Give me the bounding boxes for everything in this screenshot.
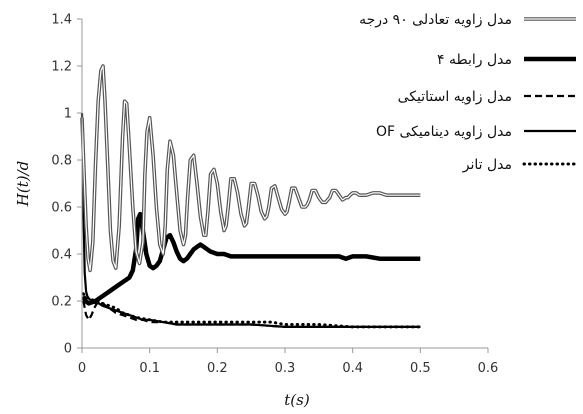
x-tick-label: 0 [78, 361, 86, 376]
y-tick-label: 1 [64, 107, 72, 122]
legend-item: مدل زاویه دینامیکی OF [376, 124, 576, 140]
axes: 0 0.2 0.4 0.6 0.8 1 1.2 1.4 0 0.1 0.2 0.3 0.4 0.5 0.6 [51, 13, 498, 377]
legend-item: مدل زاویه استاتیکی [398, 89, 576, 105]
x-tick-label: 0.5 [410, 361, 431, 376]
y-tick-label: 1.2 [51, 60, 72, 75]
series-line [80, 112, 421, 328]
legend-item: مدل رابطه ۴ [437, 52, 576, 68]
legend-label: مدل زاویه دینامیکی OF [376, 124, 512, 140]
y-tick-label: 1.4 [51, 13, 72, 28]
y-tick-label: 0.8 [51, 154, 72, 169]
series-line [80, 64, 421, 273]
x-tick-label: 0.6 [478, 361, 499, 376]
legend-item: مدل تانر [462, 157, 578, 173]
x-tick-label: 0.4 [342, 361, 363, 376]
legend-label: مدل زاویه استاتیکی [398, 89, 512, 105]
y-tick-label: 0.6 [51, 201, 72, 216]
legend-label: مدل رابطه ۴ [437, 52, 512, 68]
legend: مدل زاویه تعادلی ۹۰ درجه مدل رابطه ۴ مدل… [359, 12, 578, 173]
x-tick-label: 0.1 [139, 361, 160, 376]
legend-label: مدل تانر [462, 157, 512, 173]
y-tick-labels: 0 0.2 0.4 0.6 0.8 1 1.2 1.4 [51, 13, 82, 357]
x-tick-label: 0.2 [207, 361, 228, 376]
x-axis-title: t(s) [284, 391, 310, 409]
plot-area [80, 64, 422, 329]
legend-label: مدل زاویه تعادلی ۹۰ درجه [359, 12, 512, 28]
y-tick-label: 0.4 [51, 248, 72, 263]
y-tick-label: 0 [64, 342, 72, 357]
series-line [81, 211, 421, 306]
x-tick-label: 0.3 [275, 361, 296, 376]
x-tick-labels: 0 0.1 0.2 0.3 0.4 0.5 0.6 [78, 348, 498, 376]
y-axis-title: H(t)/d [14, 161, 32, 207]
series-line [82, 299, 421, 328]
y-tick-label: 0.2 [51, 295, 72, 310]
legend-item: مدل زاویه تعادلی ۹۰ درجه [359, 12, 576, 28]
series-line [81, 292, 422, 329]
